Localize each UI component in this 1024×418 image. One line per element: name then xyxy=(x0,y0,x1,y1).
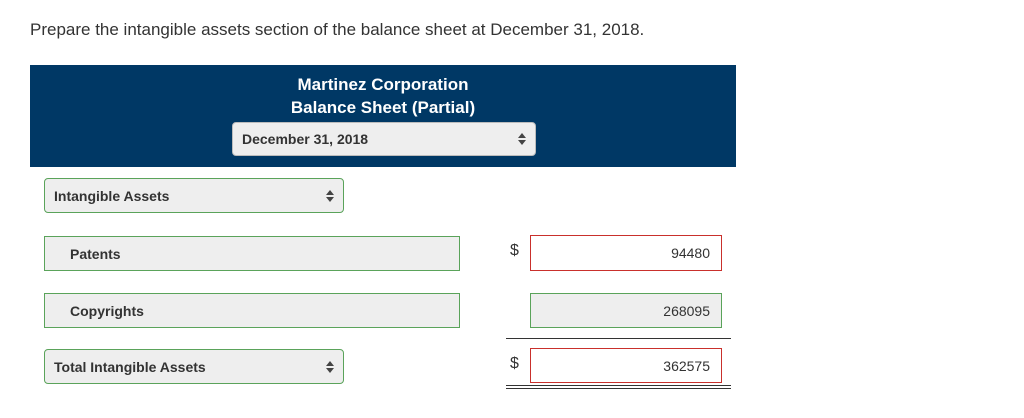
select-arrows-icon xyxy=(326,189,334,202)
copyrights-amount-value: 268095 xyxy=(663,302,710,319)
total-double-rule-top xyxy=(506,385,731,386)
patents-label: Patents xyxy=(70,245,121,262)
patents-amount-value: 94480 xyxy=(671,245,710,261)
copyrights-label-field[interactable]: Copyrights xyxy=(44,293,460,328)
patents-label-field[interactable]: Patents xyxy=(44,236,460,271)
copyrights-amount-input[interactable]: 268095 xyxy=(530,293,722,328)
section-select[interactable]: Intangible Assets xyxy=(44,178,344,213)
total-select-value: Total Intangible Assets xyxy=(54,358,206,375)
select-arrows-icon xyxy=(326,360,334,373)
total-amount-value: 362575 xyxy=(663,357,710,374)
subtotal-rule xyxy=(506,338,731,339)
total-dollar-sign: $ xyxy=(510,355,519,372)
statement-title: Balance Sheet (Partial) xyxy=(290,98,476,117)
select-arrows-icon xyxy=(518,133,526,145)
total-amount-input[interactable]: 362575 xyxy=(530,348,722,383)
copyrights-label: Copyrights xyxy=(70,302,144,319)
instruction-text: Prepare the intangible assets section of… xyxy=(30,20,645,39)
section-select-value: Intangible Assets xyxy=(54,187,170,204)
total-select[interactable]: Total Intangible Assets xyxy=(44,349,344,384)
total-double-rule-bottom xyxy=(506,388,731,389)
patents-dollar-sign: $ xyxy=(510,242,519,259)
patents-amount-input[interactable]: 94480 xyxy=(530,235,722,271)
date-select[interactable]: December 31, 2018 xyxy=(232,122,536,156)
company-name: Martinez Corporation xyxy=(297,75,469,94)
date-select-value: December 31, 2018 xyxy=(242,131,369,147)
